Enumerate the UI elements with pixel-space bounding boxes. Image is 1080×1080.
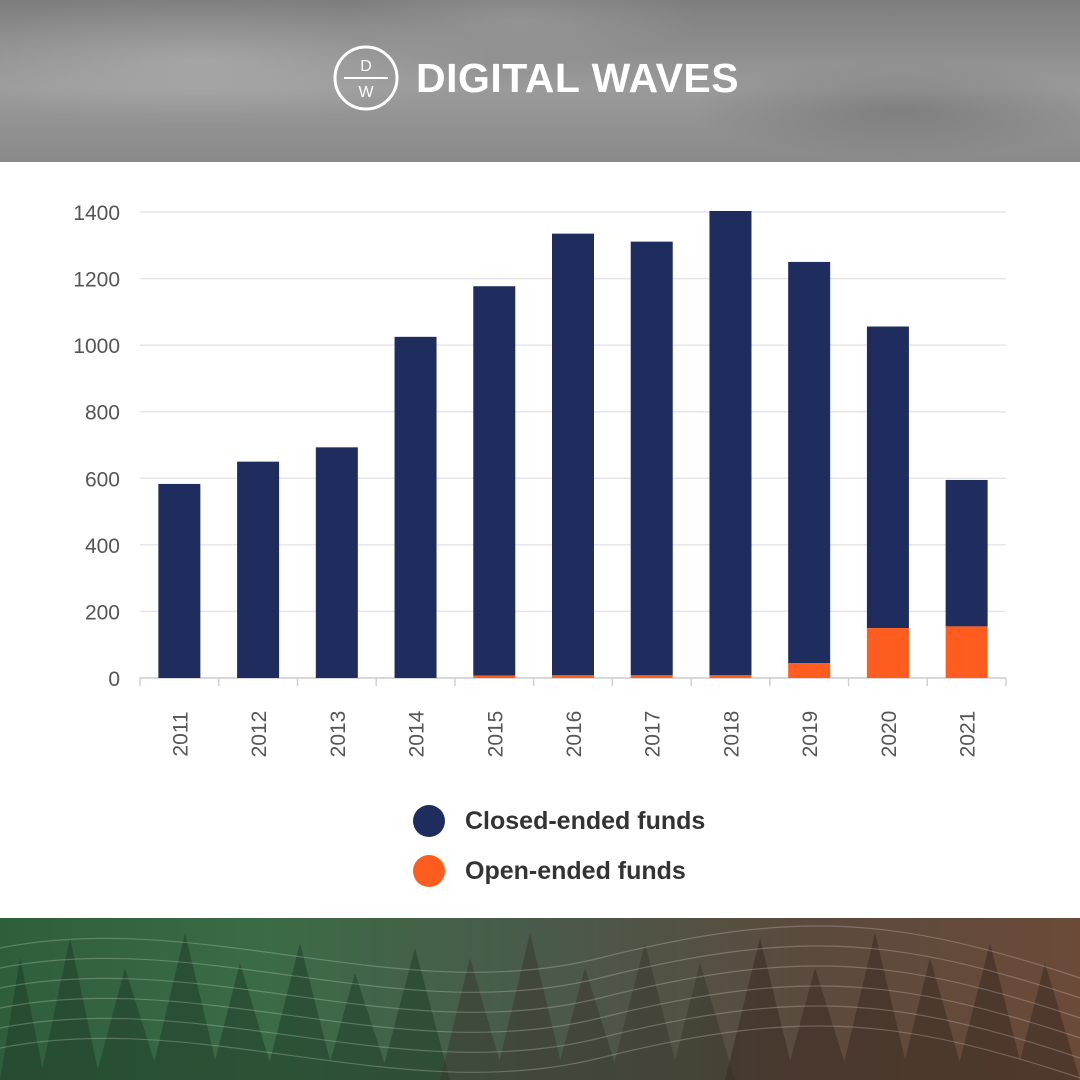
chart-legend: Closed-ended funds Open-ended funds: [413, 796, 705, 896]
logo-mark-letter-bottom: W: [358, 84, 374, 101]
legend-item-closed: Closed-ended funds: [413, 796, 705, 846]
header-banner: D W DIGITAL WAVES: [0, 0, 1080, 162]
bar-closed-ended: [158, 483, 201, 678]
x-tick-label: 2013: [327, 711, 350, 758]
bar-open-ended: [945, 626, 988, 678]
logo-mark-letter-top: D: [360, 58, 372, 75]
x-tick-label: 2014: [406, 710, 429, 757]
bar-closed-ended: [315, 447, 358, 678]
bar-open-ended: [788, 663, 831, 678]
x-tick-label: 2021: [957, 711, 980, 758]
bar-closed-ended: [237, 461, 280, 678]
legend-label-closed: Closed-ended funds: [465, 806, 706, 835]
bar-closed-ended: [788, 261, 831, 664]
brand-name: DIGITAL WAVES: [416, 54, 740, 101]
x-tick-label: 2020: [878, 711, 901, 758]
y-tick-label: 1000: [73, 335, 120, 358]
x-tick-label: 2015: [484, 711, 507, 758]
bar-closed-ended: [866, 326, 909, 629]
x-tick-label: 2016: [563, 711, 586, 758]
bar-closed-ended: [945, 479, 988, 627]
x-tick-label: 2017: [642, 711, 665, 758]
bar-open-ended: [630, 675, 673, 678]
y-tick-label: 400: [85, 535, 120, 558]
bar-closed-ended: [709, 211, 752, 676]
footer-forest-banner: [0, 918, 1080, 1080]
legend-label-open: Open-ended funds: [465, 856, 686, 885]
x-tick-label: 2018: [720, 711, 743, 758]
y-tick-label: 0: [108, 668, 120, 691]
x-tick-label: 2019: [799, 711, 822, 758]
bar-closed-ended: [552, 233, 594, 676]
stacked-bar-chart: 0 200 400 600 800 1000 1200 1400 2011 2012 2013 201…: [73, 202, 1007, 758]
bar-closed-ended: [473, 286, 516, 676]
legend-swatch-open-icon: [413, 855, 445, 887]
x-tick-label: 2012: [248, 711, 271, 758]
bar-open-ended: [473, 675, 516, 678]
bar-open-ended: [552, 675, 594, 678]
y-tick-label: 200: [85, 601, 120, 624]
bar-open-ended: [709, 675, 752, 678]
chart-panel: 0 200 400 600 800 1000 1200 1400 2011 2012 2013 201…: [0, 162, 1080, 918]
x-tick-label: 2011: [169, 711, 192, 756]
y-tick-label: 1200: [73, 269, 120, 292]
y-tick-label: 600: [85, 468, 120, 491]
legend-item-open: Open-ended funds: [413, 846, 705, 896]
brand-logo: D W DIGITAL WAVES: [332, 44, 739, 112]
y-tick-label: 800: [85, 402, 120, 425]
forest-waves-decoration: [0, 925, 1080, 1080]
bar-closed-ended: [394, 336, 437, 678]
bar-open-ended: [866, 628, 909, 678]
dw-logo-mark-icon: D W: [333, 45, 399, 111]
bar-closed-ended: [630, 241, 673, 676]
legend-swatch-closed-icon: [413, 805, 445, 837]
y-tick-label: 1400: [73, 202, 120, 225]
